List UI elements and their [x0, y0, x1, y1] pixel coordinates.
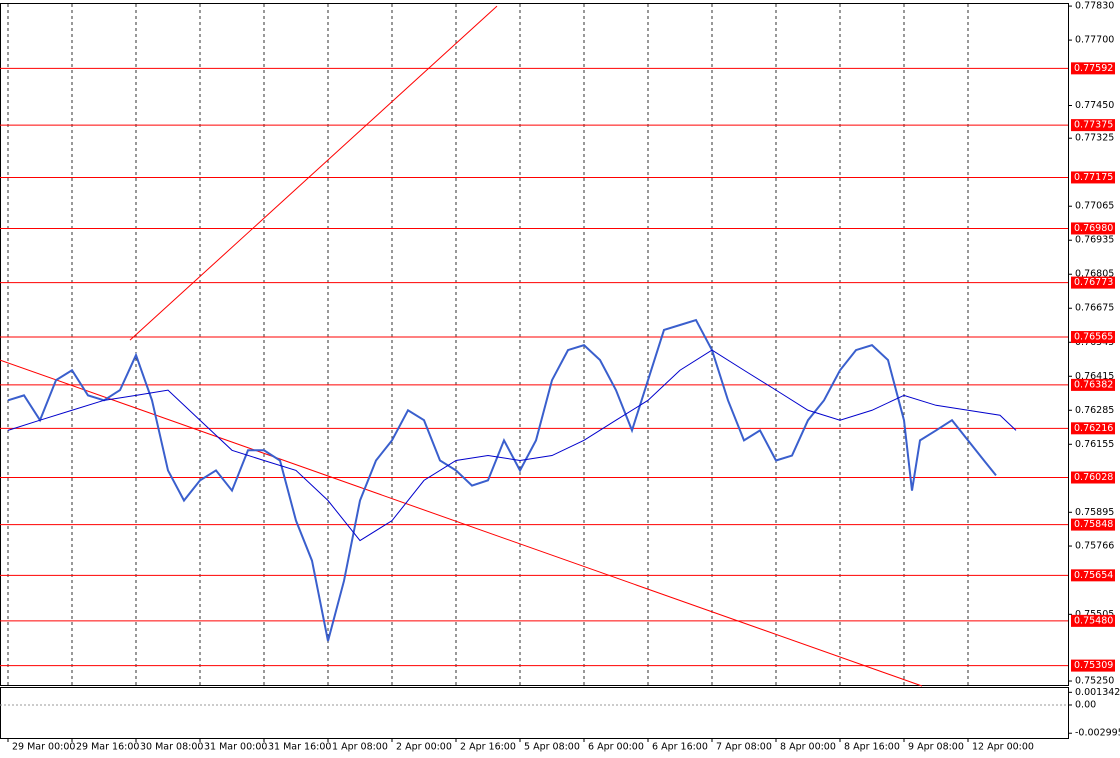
level-tag: [1071, 569, 1115, 582]
level-tag: [1071, 276, 1115, 289]
y-tick-label: 0.76675: [1075, 303, 1114, 314]
y-tick-label: 0.76155: [1075, 439, 1114, 450]
level-tag: [1071, 659, 1115, 672]
level-tag: [1071, 378, 1115, 391]
level-label: 0.77375: [1074, 120, 1113, 131]
level-label: 0.77175: [1074, 172, 1113, 183]
y-tick-label: 0.76935: [1075, 235, 1114, 246]
y-tick-label: 0.77450: [1075, 100, 1114, 111]
x-tick-label: 29 Mar 16:00: [76, 742, 139, 753]
level-label: 0.76216: [1074, 423, 1113, 434]
x-tick-label: 5 Apr 08:00: [524, 742, 580, 753]
level-label: 0.76382: [1074, 379, 1113, 390]
trend-line: [0, 359, 923, 687]
main-panel-border: [0, 3, 1069, 686]
level-label: 0.77592: [1074, 63, 1113, 74]
y-tick-label: 0.75250: [1075, 676, 1114, 687]
x-tick-label: 31 Mar 00:00: [204, 742, 267, 753]
x-tick-label: 6 Apr 00:00: [588, 742, 644, 753]
osc-tick-label: -0.002995: [1075, 728, 1120, 739]
level-tag: [1071, 171, 1115, 184]
x-tick-label: 2 Apr 00:00: [396, 742, 452, 753]
y-tick-label: 0.76805: [1075, 269, 1114, 280]
x-tick-label: 29 Mar 00:00: [12, 742, 75, 753]
y-tick-label: 0.75766: [1075, 541, 1114, 552]
level-label: 0.75480: [1074, 615, 1113, 626]
level-label: 0.76028: [1074, 472, 1113, 483]
x-tick-label: 7 Apr 08:00: [716, 742, 772, 753]
trend-line: [129, 5, 498, 341]
price-line: [7, 349, 1017, 542]
price-line: [7, 318, 997, 642]
y-tick-label: 0.75505: [1075, 609, 1114, 620]
level-tag: [1071, 222, 1115, 235]
level-tag: [1071, 518, 1115, 531]
x-tick-label: 1 Apr 08:00: [332, 742, 388, 753]
y-tick-label: 0.77700: [1075, 35, 1114, 46]
y-tick-label: 0.77065: [1075, 201, 1114, 212]
level-label: 0.76773: [1074, 277, 1113, 288]
level-tag: [1071, 614, 1115, 627]
x-tick-label: 30 Mar 08:00: [140, 742, 203, 753]
x-tick-label: 2 Apr 16:00: [460, 742, 516, 753]
level-tag: [1071, 471, 1115, 484]
level-tag: [1071, 62, 1115, 75]
x-tick-label: 8 Apr 00:00: [780, 742, 836, 753]
y-tick-label: 0.75895: [1075, 507, 1114, 518]
level-label: 0.76565: [1074, 332, 1113, 343]
level-label: 0.76980: [1074, 223, 1113, 234]
y-tick-label: 0.76285: [1075, 405, 1114, 416]
oscillator-panel-border: [0, 687, 1069, 739]
y-tick-label: 0.77830: [1075, 1, 1114, 12]
x-tick-label: 9 Apr 08:00: [908, 742, 964, 753]
x-tick-label: 31 Mar 16:00: [268, 742, 331, 753]
level-tag: [1071, 119, 1115, 132]
x-tick-label: 6 Apr 16:00: [652, 742, 708, 753]
level-tag: [1071, 422, 1115, 435]
level-label: 0.75309: [1074, 660, 1113, 671]
y-tick-label: 0.76415: [1075, 371, 1114, 382]
osc-tick-label: 0.001342: [1075, 687, 1120, 698]
level-label: 0.75848: [1074, 519, 1113, 530]
level-label: 0.75654: [1074, 570, 1113, 581]
osc-tick-label: 0.00: [1075, 699, 1096, 710]
level-tag: [1071, 331, 1115, 344]
x-tick-label: 12 Apr 00:00: [972, 742, 1034, 753]
x-tick-label: 8 Apr 16:00: [844, 742, 900, 753]
y-tick-label: 0.77325: [1075, 133, 1114, 144]
